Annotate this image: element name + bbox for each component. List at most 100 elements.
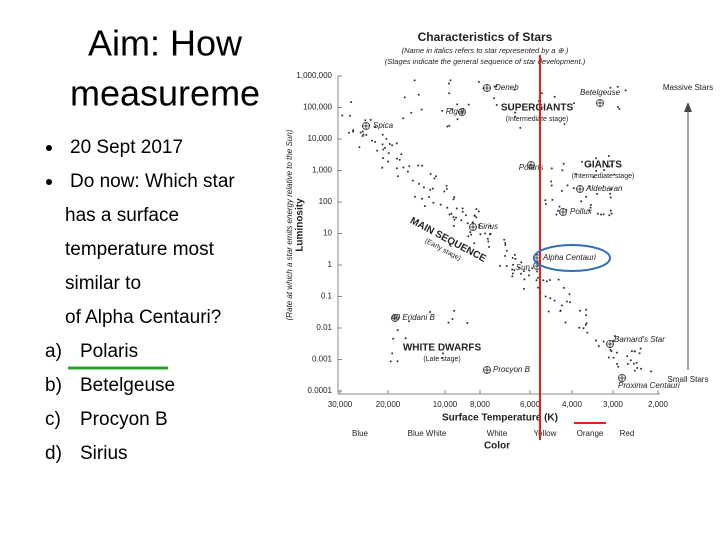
star-dot [505,249,508,252]
star-dot [429,311,432,313]
bullet-dot [46,179,52,185]
star-dot [513,269,516,272]
star-dot [504,255,507,257]
x-axis-label: Surface Temperature (K) [442,413,558,424]
y-tick-label: 10,000 [308,134,333,143]
star-dot [557,209,559,212]
star-dot [466,222,469,225]
star-symbol-cross [596,99,604,107]
star-dot [498,265,501,267]
star-dot [418,182,420,185]
star-dot [511,275,514,278]
star-dot [400,153,403,156]
star-dot [396,157,398,160]
figure-title: Characteristics of Stars [418,30,553,44]
star-dot [421,164,424,167]
star-dot [429,172,432,175]
star-dot [582,327,585,330]
star-dot [560,189,563,192]
star-dot [609,192,611,195]
x-tick-label: 10,000 [433,400,458,409]
star-dot [607,356,610,359]
y-tick-label: 1 [328,260,333,269]
star-dot [374,125,377,128]
star-dot [595,339,597,342]
star-dot [504,242,507,244]
star-dot [503,238,506,241]
star-dot [452,225,455,227]
star-dot [453,196,456,199]
star-dot [473,214,476,217]
star-dot [547,310,550,313]
star-dot [610,164,613,166]
star-dot [531,267,534,270]
star-dot [445,185,448,187]
alpha-centauri-highlight [533,244,611,272]
color-label: Blue [352,429,369,438]
star-dot [478,224,481,226]
color-label: Red [620,429,635,438]
star-dot [448,92,451,95]
star-dot [381,166,384,169]
star-dot [350,101,353,104]
color-axis-label: Color [484,441,510,452]
star-dot [564,321,567,324]
star-name: Betelgeuse [580,88,621,97]
star-dot [589,206,592,209]
figure-note: (Name in italics refers to star represen… [402,46,569,55]
star-dot [580,200,583,203]
star-name: Polaris [519,163,543,172]
star-dot [513,88,516,91]
y-axis-label: Luminosity [295,198,306,252]
star-dot [488,233,491,236]
star-dot [650,370,653,373]
y-tick-label: 0.0001 [308,386,333,395]
star-dot [607,155,610,157]
star-dot [429,188,432,191]
star-dot [402,166,405,169]
x-tick-label: 8,000 [470,400,491,409]
star-dot [511,272,514,275]
star-dot [420,108,423,111]
star-dot [471,221,474,224]
color-label: Yellow [534,429,557,438]
star-dot [508,107,511,110]
star-dot [544,295,547,298]
star-dot [396,329,399,332]
star-dot [559,310,562,312]
star-dot [616,85,619,88]
figure-background [276,28,684,460]
star-dot [585,195,588,198]
star-dot [568,293,571,296]
star-symbol-cross [458,108,466,116]
star-dot [514,111,517,114]
star-dot [609,86,612,89]
star-dot [467,103,470,106]
star-dot [352,129,355,132]
x-tick-label: 6,000 [520,400,541,409]
star-dot [475,208,478,211]
bullet-dot [46,145,52,151]
star-dot [381,133,384,136]
star-dot [495,84,498,87]
star-dot [542,279,545,282]
star-dot [630,350,633,353]
star-dot [493,97,496,100]
star-dot [402,117,405,120]
star-dot [573,102,575,105]
hr-diagram: Characteristics of Stars (Name in italics… [285,30,713,451]
star-dot [633,369,636,372]
region-name: GIANTS [584,160,622,171]
star-dot [446,125,449,128]
star-dot [609,348,612,351]
star-dot [562,162,565,165]
star-dot [434,175,437,178]
star-dot [461,207,464,210]
star-dot [585,308,587,311]
star-dot [549,279,551,281]
x-tick-label: 20,000 [376,400,401,409]
option-letter: a) [45,341,62,362]
star-dot [387,152,390,155]
star-dot [597,212,599,215]
star-dot [553,95,556,98]
